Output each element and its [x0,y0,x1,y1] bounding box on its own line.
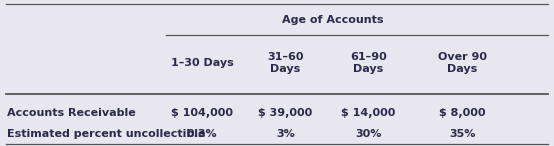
Text: 0.3%: 0.3% [187,129,218,139]
Text: 31–60
Days: 31–60 Days [267,52,304,74]
Text: Estimated percent uncollectible: Estimated percent uncollectible [7,129,205,139]
Text: Accounts Receivable: Accounts Receivable [7,108,135,118]
Text: 30%: 30% [355,129,382,139]
Text: $ 104,000: $ 104,000 [171,108,233,118]
Text: Age of Accounts: Age of Accounts [281,15,383,25]
Text: $ 8,000: $ 8,000 [439,108,486,118]
Text: 35%: 35% [449,129,476,139]
Text: 3%: 3% [276,129,295,139]
Text: 1–30 Days: 1–30 Days [171,58,234,68]
Text: $ 14,000: $ 14,000 [341,108,396,118]
Text: Over 90
Days: Over 90 Days [438,52,487,74]
Text: $ 39,000: $ 39,000 [258,108,312,118]
Text: 61–90
Days: 61–90 Days [350,52,387,74]
